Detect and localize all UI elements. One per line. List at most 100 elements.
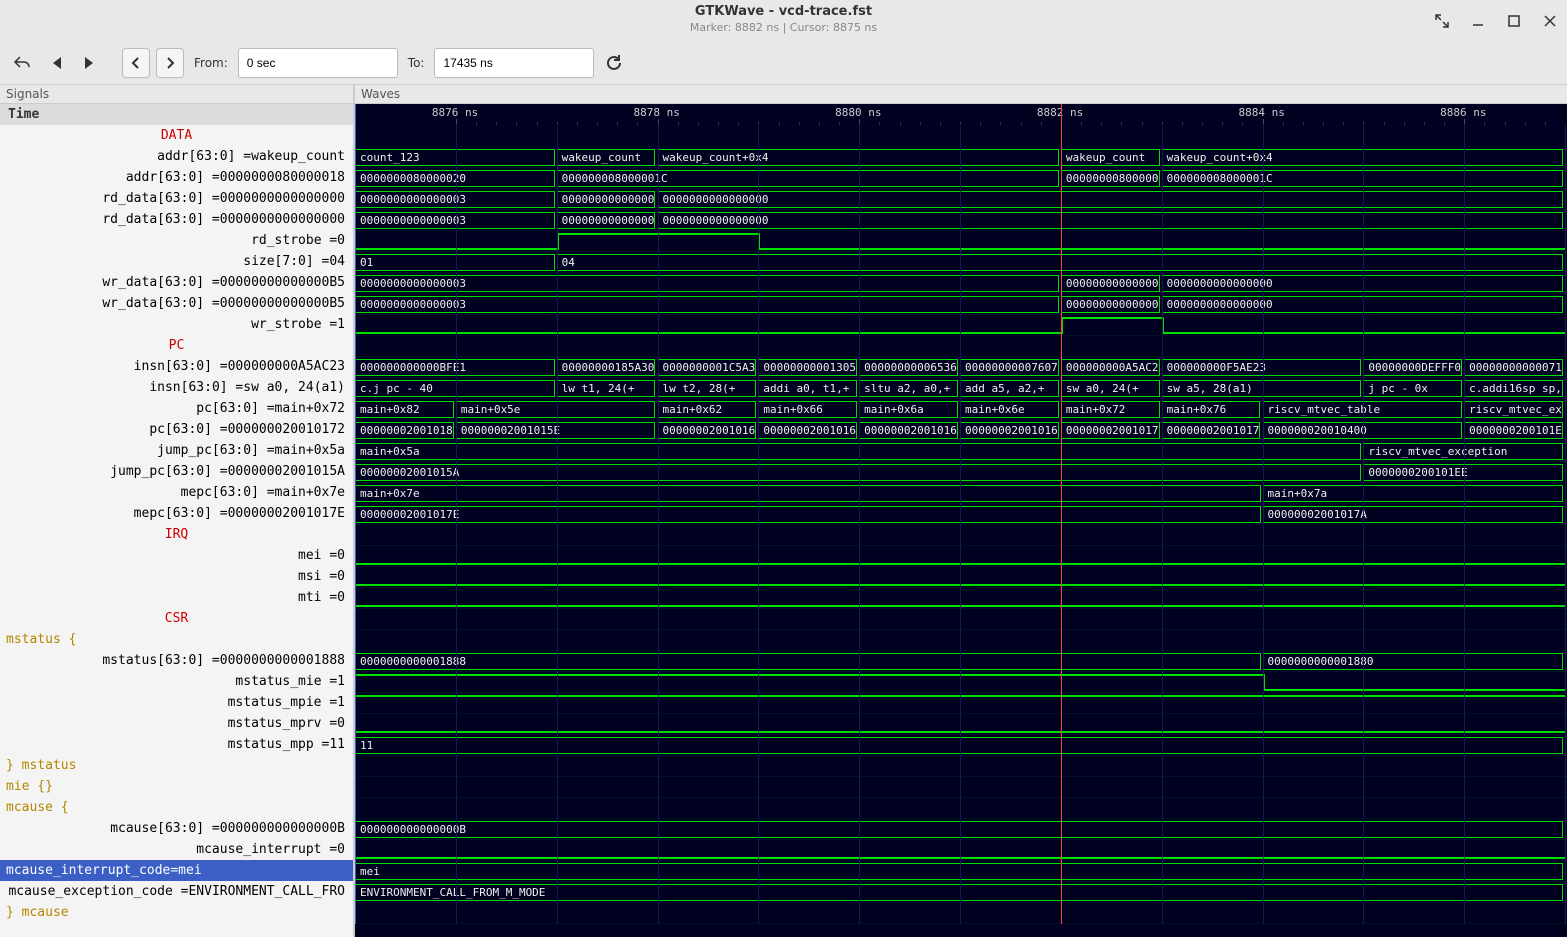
bus-segment: 00000000000000B5 (1061, 275, 1160, 292)
signal-row[interactable]: rd_data[63:0] =0000000000000000 (0, 209, 353, 230)
signal-row[interactable]: mti =0 (0, 587, 353, 608)
section-header[interactable]: PC (0, 335, 353, 356)
signal-row[interactable]: mepc[63:0] =main+0x7e (0, 482, 353, 503)
signal-row[interactable]: addr[63:0] =wakeup_count (0, 146, 353, 167)
skip-start-icon[interactable] (42, 48, 70, 78)
minimize-icon[interactable] (1469, 12, 1487, 30)
signal-row[interactable]: insn[63:0] =000000000A5AC23 (0, 356, 353, 377)
window-title: GTKWave - vcd-trace.fst (690, 4, 877, 21)
bus-segment: j pc - 0x (1363, 380, 1462, 397)
wave-row (355, 231, 1567, 252)
marker-line[interactable] (1061, 104, 1062, 924)
wave-row: 0000000080000020000000008000001C00000000… (355, 168, 1567, 189)
prev-button[interactable] (122, 48, 150, 78)
bus-value: 00000000000000B4 (562, 193, 656, 206)
signal-row[interactable]: rd_data[63:0] =0000000000000000 (0, 188, 353, 209)
bus-segment: lw t1, 24(+ (557, 380, 656, 397)
signal-row[interactable]: wr_data[63:0] =00000000000000B5 (0, 272, 353, 293)
bus-value: 0000000080000020 (360, 172, 466, 185)
reload-icon[interactable] (600, 48, 628, 78)
group-row[interactable]: } mstatus (0, 755, 353, 776)
from-input[interactable] (238, 48, 398, 78)
signal-row[interactable]: addr[63:0] =0000000080000018 (0, 167, 353, 188)
signal-row[interactable]: msi =0 (0, 566, 353, 587)
signal-row[interactable]: mstatus_mprv =0 (0, 713, 353, 734)
wave-row (355, 315, 1567, 336)
signal-row[interactable]: rd_strobe =0 (0, 230, 353, 251)
wave-row: 000000000000000300000000000000B400000000… (355, 210, 1567, 231)
signal-row[interactable]: mcause_interrupt =0 (0, 839, 353, 860)
to-input[interactable] (434, 48, 594, 78)
bus-value: 000000020010176 (1167, 424, 1261, 437)
skip-end-icon[interactable] (76, 48, 104, 78)
undo-icon[interactable] (8, 48, 36, 78)
wave-row: 000000000000000300000000000000B400000000… (355, 189, 1567, 210)
bus-value: 000000000F5AE23 (1167, 361, 1266, 374)
signal-row[interactable]: jump_pc[63:0] =00000002001015A (0, 461, 353, 482)
bus-value: wakeup_count (562, 151, 641, 164)
maximize-icon[interactable] (1505, 12, 1523, 30)
next-button[interactable] (156, 48, 184, 78)
bus-value: 00000000185A303 (562, 361, 656, 374)
bus-value: 0000000200101EE (1368, 466, 1467, 479)
signal-row[interactable]: pc[63:0] =main+0x72 (0, 398, 353, 419)
wave-area[interactable]: 8876 ns8878 ns8880 ns8882 ns8884 ns8886 … (355, 104, 1567, 937)
group-row[interactable]: mstatus { (0, 629, 353, 650)
signal-row-selected[interactable]: mcause_interrupt_code=mei (0, 860, 353, 881)
bus-value: mei (360, 865, 380, 878)
signal-row[interactable]: size[7:0] =04 (0, 251, 353, 272)
bus-segment: riscv_mtvec_exception (1363, 443, 1563, 460)
bus-value: 01 (360, 256, 373, 269)
waves-header: Waves (355, 84, 1567, 104)
group-row[interactable]: } mcause (0, 902, 353, 923)
bus-segment: sw a0, 24(+ (1061, 380, 1160, 397)
bus-value: 000000020010400 (1268, 424, 1367, 437)
group-row[interactable]: mie {} (0, 776, 353, 797)
bus-value: sw a0, 24(+ (1066, 382, 1139, 395)
signal-row[interactable]: jump_pc[63:0] =main+0x5a (0, 440, 353, 461)
fullscreen-icon[interactable] (1433, 12, 1451, 30)
bus-segment: 00000000185A303 (557, 359, 656, 376)
bus-value: main+0x7e (360, 487, 420, 500)
bus-value: 0000000001C5A383 (663, 361, 757, 374)
bus-value: main+0x82 (360, 403, 420, 416)
signal-row[interactable]: mepc[63:0] =00000002001017E (0, 503, 353, 524)
time-ruler[interactable]: 8876 ns8878 ns8880 ns8882 ns8884 ns8886 … (355, 104, 1567, 126)
bus-segment: 0000000000130513 (758, 359, 857, 376)
wire-segment (355, 332, 1061, 334)
group-row[interactable]: mcause { (0, 797, 353, 818)
signal-row[interactable]: wr_strobe =1 (0, 314, 353, 335)
bus-value: main+0x7a (1268, 487, 1328, 500)
wave-row (355, 798, 1567, 819)
cursor-line[interactable] (355, 104, 356, 924)
wave-row (355, 756, 1567, 777)
bus-value: 000000020010172 (1066, 424, 1160, 437)
bus-value: 0000000000000003 (360, 298, 466, 311)
section-header[interactable]: CSR (0, 608, 353, 629)
close-icon[interactable] (1541, 12, 1559, 30)
signal-row[interactable]: mcause_exception_code =ENVIRONMENT_CALL_… (0, 881, 353, 902)
signal-row[interactable]: insn[63:0] =sw a0, 24(a1) (0, 377, 353, 398)
bus-value: 0000000000653633 (864, 361, 958, 374)
bus-value: 0000000000000000 (1167, 298, 1273, 311)
signal-row[interactable]: mstatus[63:0] =0000000000001888 (0, 650, 353, 671)
bus-segment: main+0x6e (960, 401, 1059, 418)
wave-row (355, 336, 1567, 357)
section-header[interactable]: DATA (0, 125, 353, 146)
signal-row[interactable]: wr_data[63:0] =00000000000000B5 (0, 293, 353, 314)
signal-row[interactable]: mstatus_mpp =11 (0, 734, 353, 755)
bus-value: 0000000000000003 (360, 193, 466, 206)
signals-list[interactable]: TimeDATAaddr[63:0] =wakeup_countaddr[63:… (0, 104, 353, 937)
signal-row[interactable]: mstatus_mpie =1 (0, 692, 353, 713)
bus-value: main+0x76 (1167, 403, 1227, 416)
signal-row[interactable]: mcause[63:0] =000000000000000B (0, 818, 353, 839)
bus-segment: main+0x5a (355, 443, 1361, 460)
signal-row[interactable]: mei =0 (0, 545, 353, 566)
section-header[interactable]: IRQ (0, 524, 353, 545)
signal-row[interactable]: pc[63:0] =000000020010172 (0, 419, 353, 440)
signal-row[interactable]: mstatus_mie =1 (0, 671, 353, 692)
bus-segment: 0000000080000018 (1061, 170, 1160, 187)
bus-value: 00000002001015A (360, 466, 459, 479)
bus-segment: 000000020010176 (1162, 422, 1261, 439)
bus-value: 00000000000000B5 (1066, 277, 1160, 290)
